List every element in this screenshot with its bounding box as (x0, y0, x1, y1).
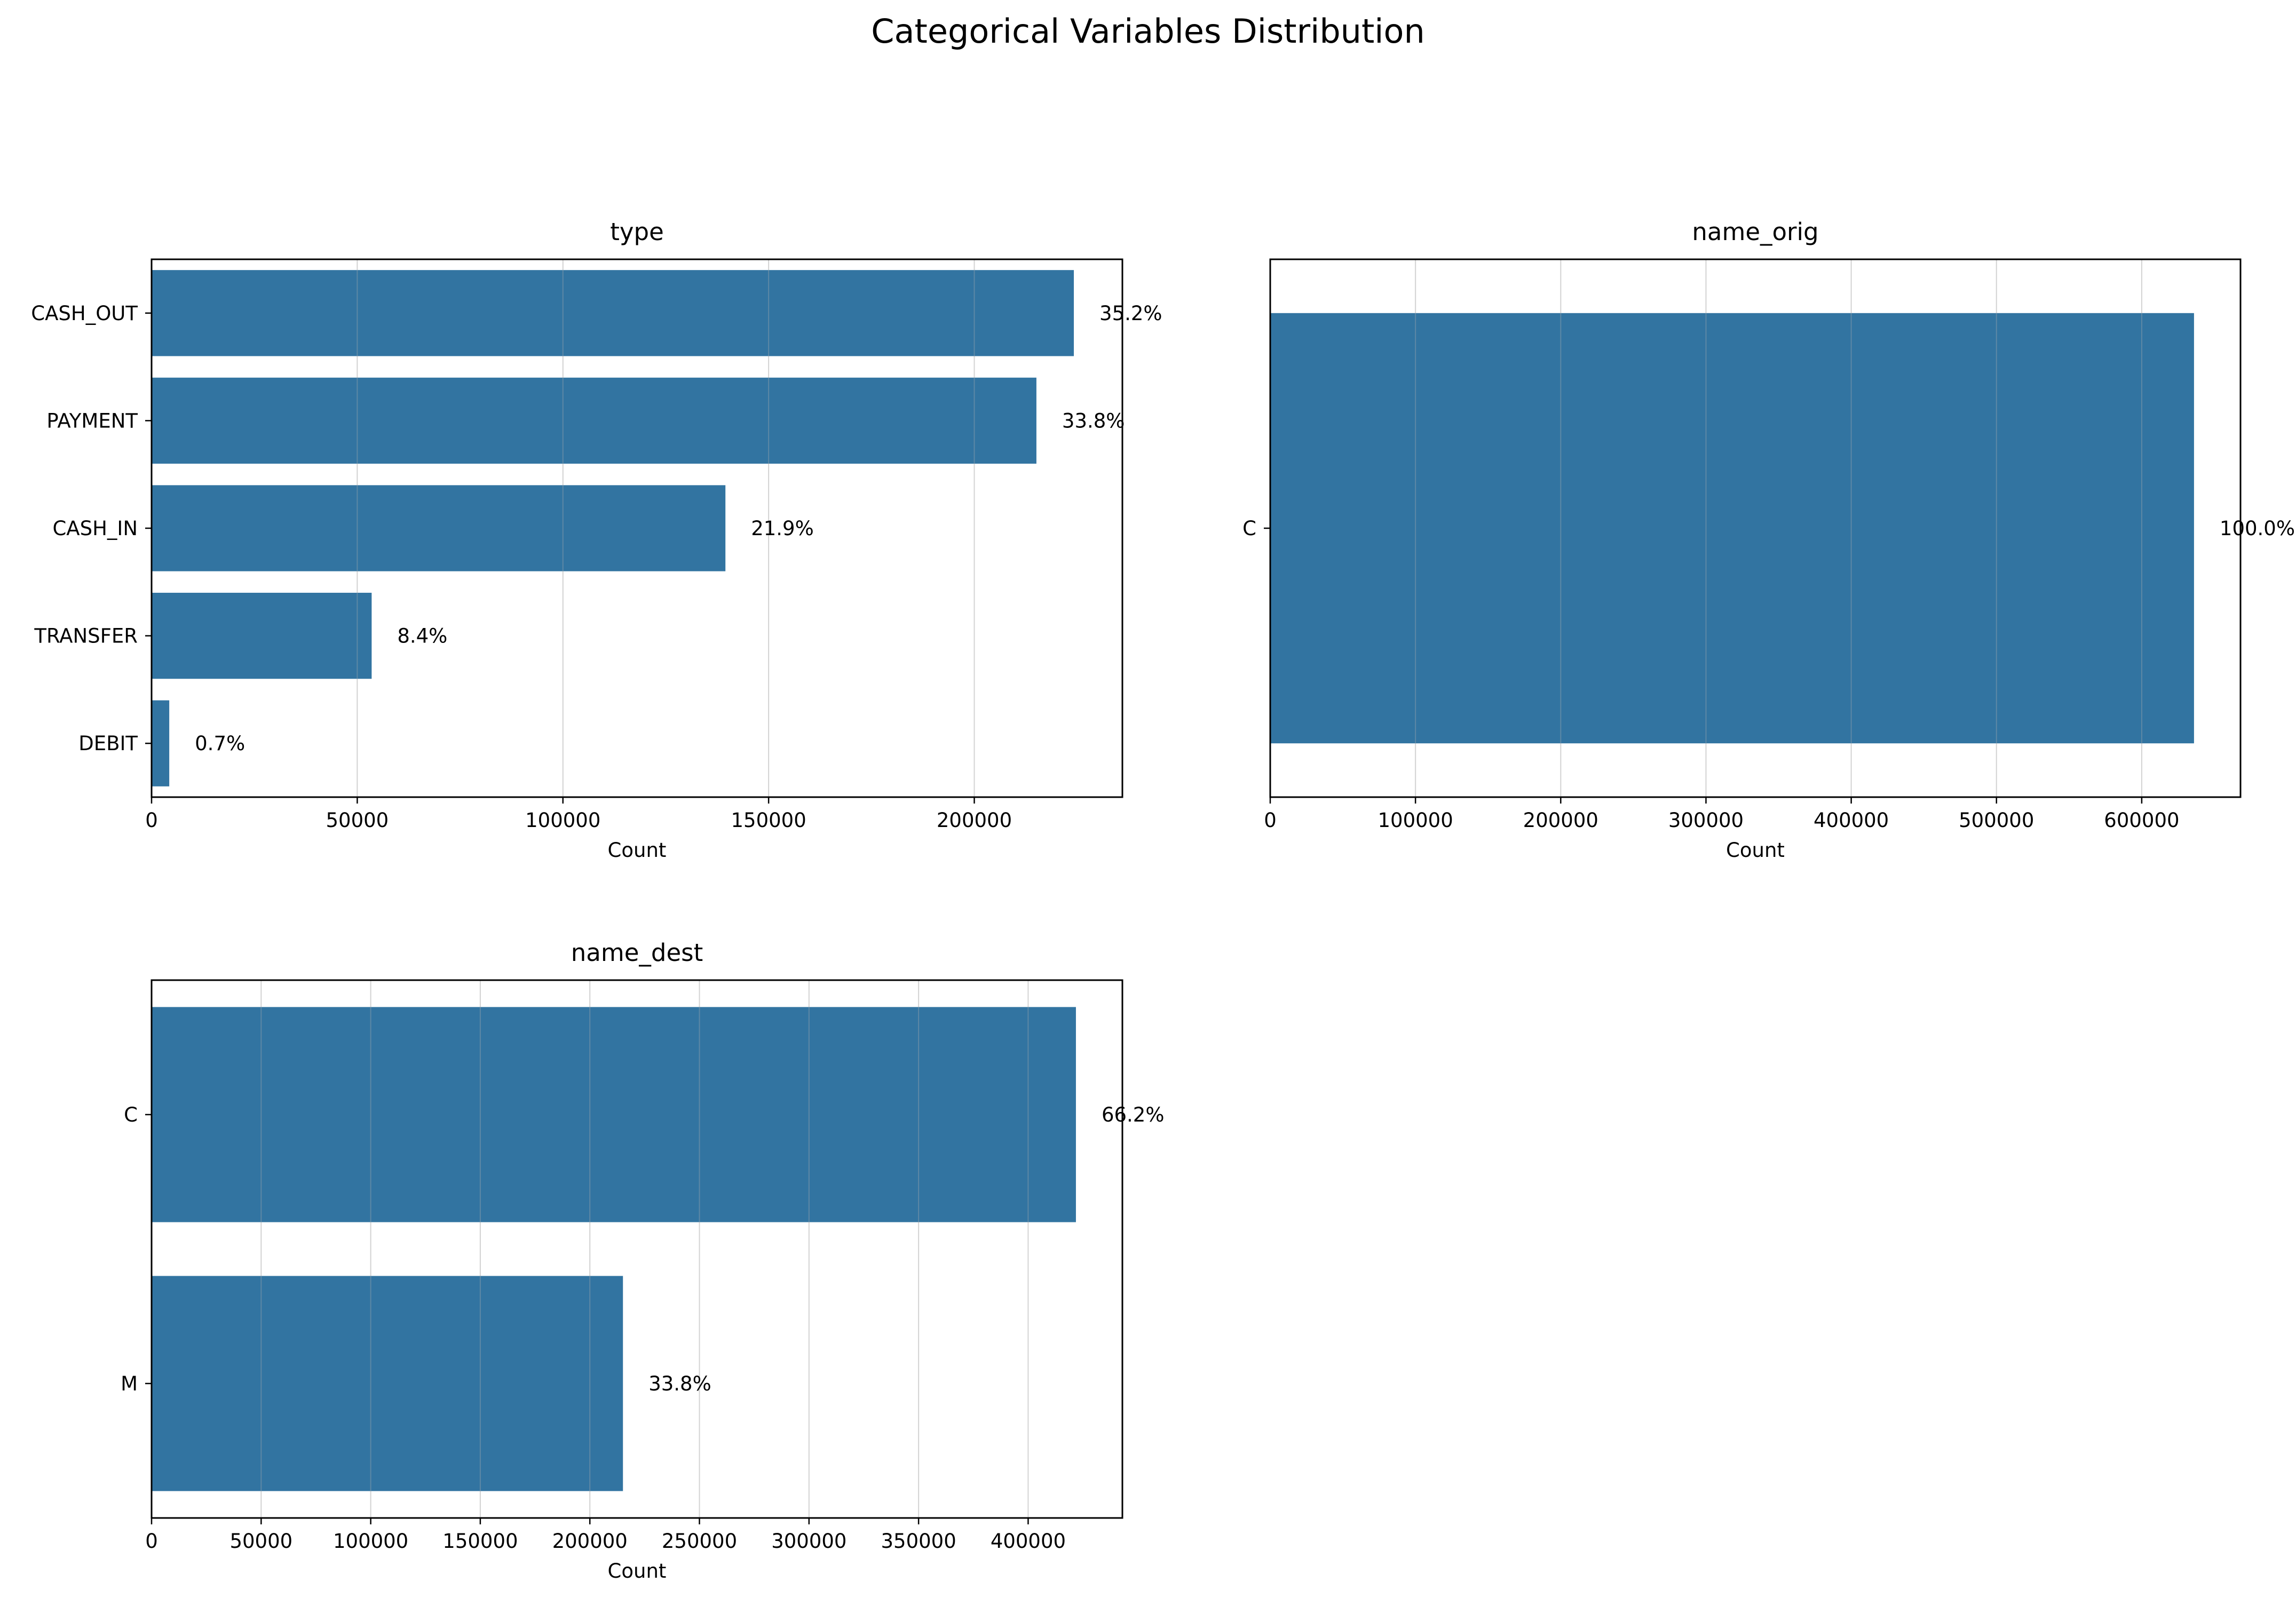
x-axis-label: Count (608, 1560, 667, 1583)
x-tick-label: 400000 (1814, 809, 1889, 832)
y-tick-label: DEBIT (78, 732, 138, 755)
bar-cash-in (152, 485, 726, 571)
x-tick-label: 0 (1264, 809, 1277, 832)
x-tick-label: 200000 (552, 1530, 628, 1553)
y-tick-label: TRANSFER (34, 625, 138, 648)
x-axis-label: Count (1726, 839, 1785, 862)
x-tick-label: 100000 (333, 1530, 408, 1553)
figure-title: Categorical Variables Distribution (871, 12, 1425, 51)
x-axis-label: Count (608, 839, 667, 862)
data-label: 33.8% (648, 1372, 711, 1395)
x-tick-label: 400000 (991, 1530, 1066, 1553)
subplot-name-orig: C 0 100000 200000 300000 400000 500000 600000 10… (1242, 218, 2295, 862)
bar-c (152, 1007, 1076, 1222)
x-tick-label: 0 (145, 809, 158, 832)
x-tick-label: 600000 (2104, 809, 2179, 832)
data-label: 66.2% (1102, 1103, 1165, 1126)
subplot-type: CASH_OUT PAYMENT CASH_IN TRANSFER DEBIT 0 5000… (31, 218, 1162, 862)
bar-transfer (152, 592, 372, 679)
y-tick-label: CASH_OUT (31, 302, 138, 325)
x-tick-label: 300000 (1668, 809, 1744, 832)
x-tick-label: 350000 (881, 1530, 956, 1553)
data-label: 35.2% (1099, 302, 1162, 325)
x-tick-label: 250000 (662, 1530, 737, 1553)
x-tick-label: 50000 (326, 809, 389, 832)
x-tick-label: 100000 (1378, 809, 1453, 832)
bar-m (152, 1276, 623, 1491)
y-tick-label: M (121, 1372, 138, 1395)
y-tick-label: CASH_IN (52, 517, 138, 540)
y-tick-label: C (124, 1103, 138, 1126)
y-tick-label: C (1242, 517, 1256, 540)
x-tick-label: 200000 (1523, 809, 1598, 832)
y-tick-label: PAYMENT (46, 409, 138, 432)
bar-payment (152, 377, 1036, 464)
x-tick-label: 300000 (771, 1530, 846, 1553)
data-label: 0.7% (195, 732, 245, 755)
subplot-title: name_orig (1692, 218, 1818, 246)
axes-frame (151, 979, 1123, 1519)
x-tick-label: 0 (145, 1530, 158, 1553)
x-tick-label: 200000 (937, 809, 1012, 832)
subplot-title: type (610, 218, 664, 246)
x-tick-label: 150000 (731, 809, 806, 832)
data-label: 100.0% (2220, 517, 2295, 540)
bar-c (1270, 313, 2194, 744)
subplot-name-dest: C M 0 50000 100000 150000 200000 250000 300000 35… (121, 939, 1164, 1583)
x-tick-label: 150000 (442, 1530, 518, 1553)
bar-cash-out (152, 270, 1074, 356)
data-label: 33.8% (1062, 409, 1125, 432)
x-tick-label: 100000 (525, 809, 600, 832)
bar-debit (152, 700, 170, 786)
x-tick-label: 50000 (229, 1530, 292, 1553)
x-tick-label: 500000 (1959, 809, 2034, 832)
data-label: 8.4% (397, 625, 447, 648)
data-label: 21.9% (751, 517, 814, 540)
subplot-title: name_dest (571, 939, 703, 967)
